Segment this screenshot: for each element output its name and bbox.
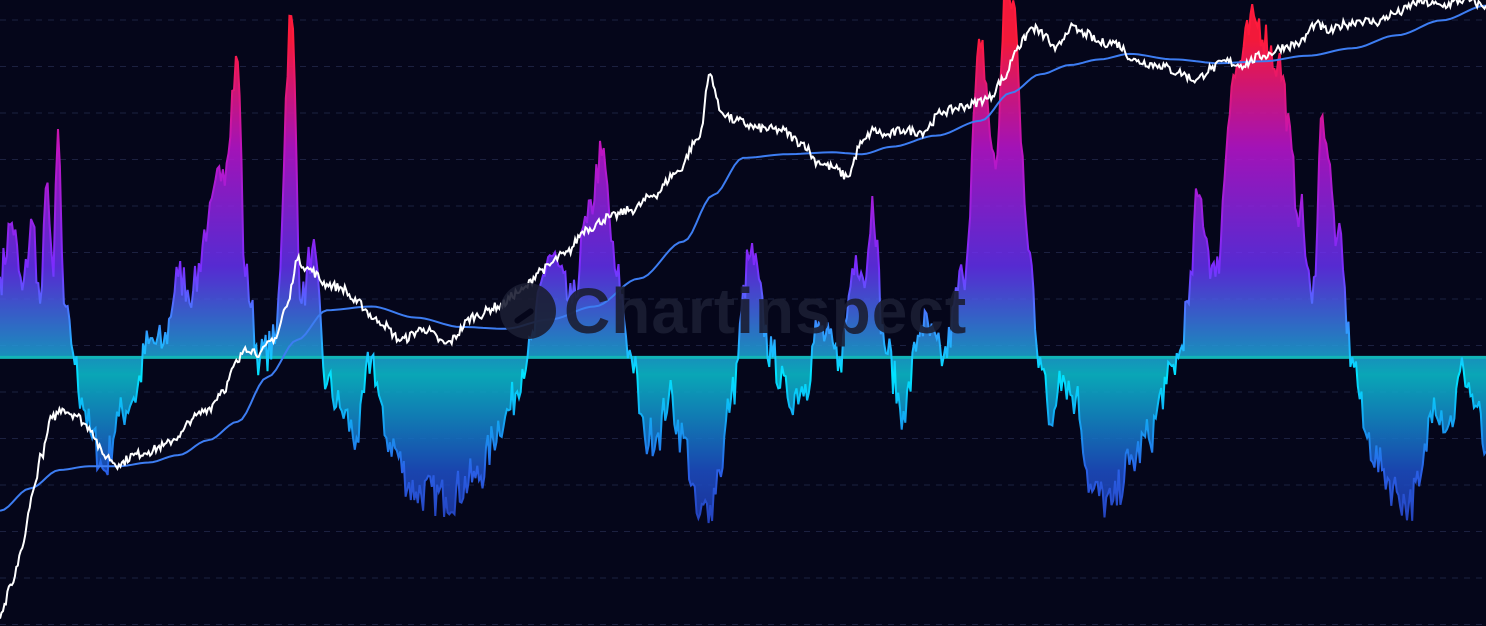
oscillator-area xyxy=(0,0,1486,523)
moving-average-line xyxy=(0,4,1486,512)
oscillator-line xyxy=(0,0,1486,524)
